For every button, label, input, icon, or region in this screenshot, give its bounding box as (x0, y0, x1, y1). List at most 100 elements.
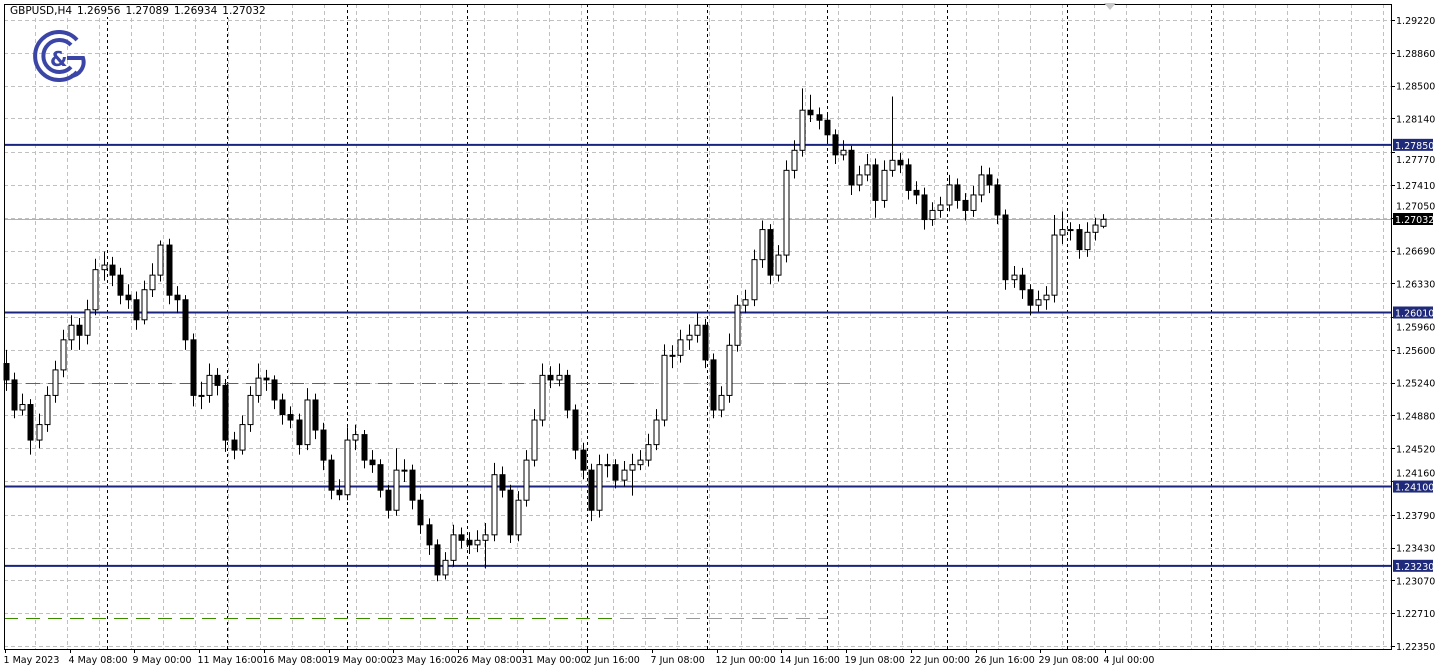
candle-bearish (312, 399, 319, 431)
candle-bullish (206, 374, 213, 396)
price-tick-label: 1.27050 (1396, 202, 1435, 213)
candle-bearish (263, 377, 270, 381)
candle-bearish (271, 379, 278, 401)
candle-bullish (352, 434, 359, 441)
candle-bullish (474, 539, 481, 546)
time-tick-label: 23 May 16:00 (392, 655, 457, 666)
candle-bullish (596, 464, 603, 511)
time-tick-label: 26 Jun 16:00 (975, 655, 1035, 666)
candle-bullish (1051, 234, 1058, 296)
candle-bullish (450, 534, 457, 561)
candle-bearish (76, 324, 83, 336)
price-tick-label: 1.23070 (1396, 576, 1435, 587)
candle-bearish (231, 439, 238, 451)
price-tick-label: 1.26690 (1396, 247, 1435, 258)
candle-bullish (734, 304, 741, 346)
open-value: 1.26956 (77, 5, 121, 17)
candle-bullish (19, 404, 26, 411)
candle-bullish (531, 419, 538, 461)
scroll-marker-icon[interactable] (1104, 3, 1116, 10)
price-tick-label: 1.24880 (1396, 411, 1435, 422)
candle-bullish (491, 474, 498, 536)
candle-bullish (101, 264, 108, 271)
candle-bearish (547, 374, 554, 381)
level-price-badge (1393, 138, 1433, 151)
price-tick-label: 1.26330 (1396, 279, 1435, 290)
candle-bearish (166, 244, 173, 296)
high-value: 1.27089 (125, 5, 169, 17)
price-tick-label: 1.29220 (1396, 16, 1435, 27)
candle-bearish (962, 199, 969, 211)
candle-bullish (929, 209, 936, 221)
candle-bearish (986, 174, 993, 186)
svg-text:&: & (50, 47, 67, 71)
candle-bearish (182, 299, 189, 341)
candle-bearish (905, 164, 912, 191)
candle-bearish (458, 534, 465, 541)
candle-bearish (572, 409, 579, 451)
candle-bearish (125, 294, 132, 301)
level-price-label: 1.26010 (1395, 308, 1434, 319)
candle-bullish (92, 269, 99, 311)
candle-bullish (44, 394, 51, 426)
symbol-label: GBPUSD,H4 (10, 5, 73, 17)
time-tick-label: 12 Jun 00:00 (716, 655, 776, 666)
candle-bearish (1002, 214, 1009, 281)
level-price-label: 1.24100 (1395, 483, 1434, 494)
candle-bearish (897, 159, 904, 166)
candle-bearish (580, 449, 587, 471)
candle-bullish (694, 324, 701, 336)
candle-bearish (377, 464, 384, 491)
candle-bearish (174, 294, 181, 301)
candle-bullish (401, 469, 408, 472)
candle-bullish (653, 419, 660, 446)
candle-bearish (214, 374, 221, 386)
candle-bearish (222, 384, 229, 441)
price-tick-label: 1.25240 (1396, 379, 1435, 390)
candle-bearish (328, 459, 335, 491)
candle-bearish (434, 544, 441, 576)
candle-bullish (783, 169, 790, 256)
candle-bearish (117, 274, 124, 296)
candle-bullish (523, 459, 530, 501)
candle-bullish (889, 159, 896, 171)
candle-bearish (588, 469, 595, 511)
candle-bullish (1084, 231, 1091, 251)
candle-bullish (759, 229, 766, 261)
candle-bearish (109, 264, 116, 276)
candle-bullish (239, 424, 246, 451)
candle-bullish (141, 289, 148, 321)
close-value: 1.27032 (222, 5, 266, 17)
candle-bearish (832, 134, 839, 156)
candle-bearish (564, 374, 571, 411)
candle-bullish (1043, 294, 1050, 301)
candle-bullish (36, 424, 43, 441)
time-tick-label: 31 May 00:00 (522, 655, 587, 666)
current-price-badge (1393, 213, 1433, 225)
candle-bearish (994, 184, 1001, 216)
candle-bearish (466, 539, 473, 546)
price-tick-label: 1.23430 (1396, 544, 1435, 555)
candle-bearish (612, 464, 619, 481)
candle-bullish (393, 469, 400, 511)
candle-bearish (921, 194, 928, 221)
candle-bearish (710, 359, 717, 411)
candle-bearish (824, 119, 831, 136)
price-axis (1392, 0, 1438, 671)
candle-bearish (361, 434, 368, 461)
time-tick-label: 19 Jun 08:00 (845, 655, 905, 666)
candle-bullish (1011, 274, 1018, 281)
price-tick-label: 1.28140 (1396, 114, 1435, 125)
candle-bullish (970, 194, 977, 211)
candle-bearish (1019, 274, 1026, 291)
candle-bullish (515, 499, 522, 536)
candle-bullish (68, 324, 75, 341)
candle-bearish (426, 524, 433, 546)
candle-bullish (621, 469, 628, 481)
candle-bullish (1067, 229, 1074, 232)
candle-bearish (369, 459, 376, 466)
level-price-badge (1393, 480, 1433, 493)
level-price-label: 1.27850 (1395, 141, 1434, 152)
